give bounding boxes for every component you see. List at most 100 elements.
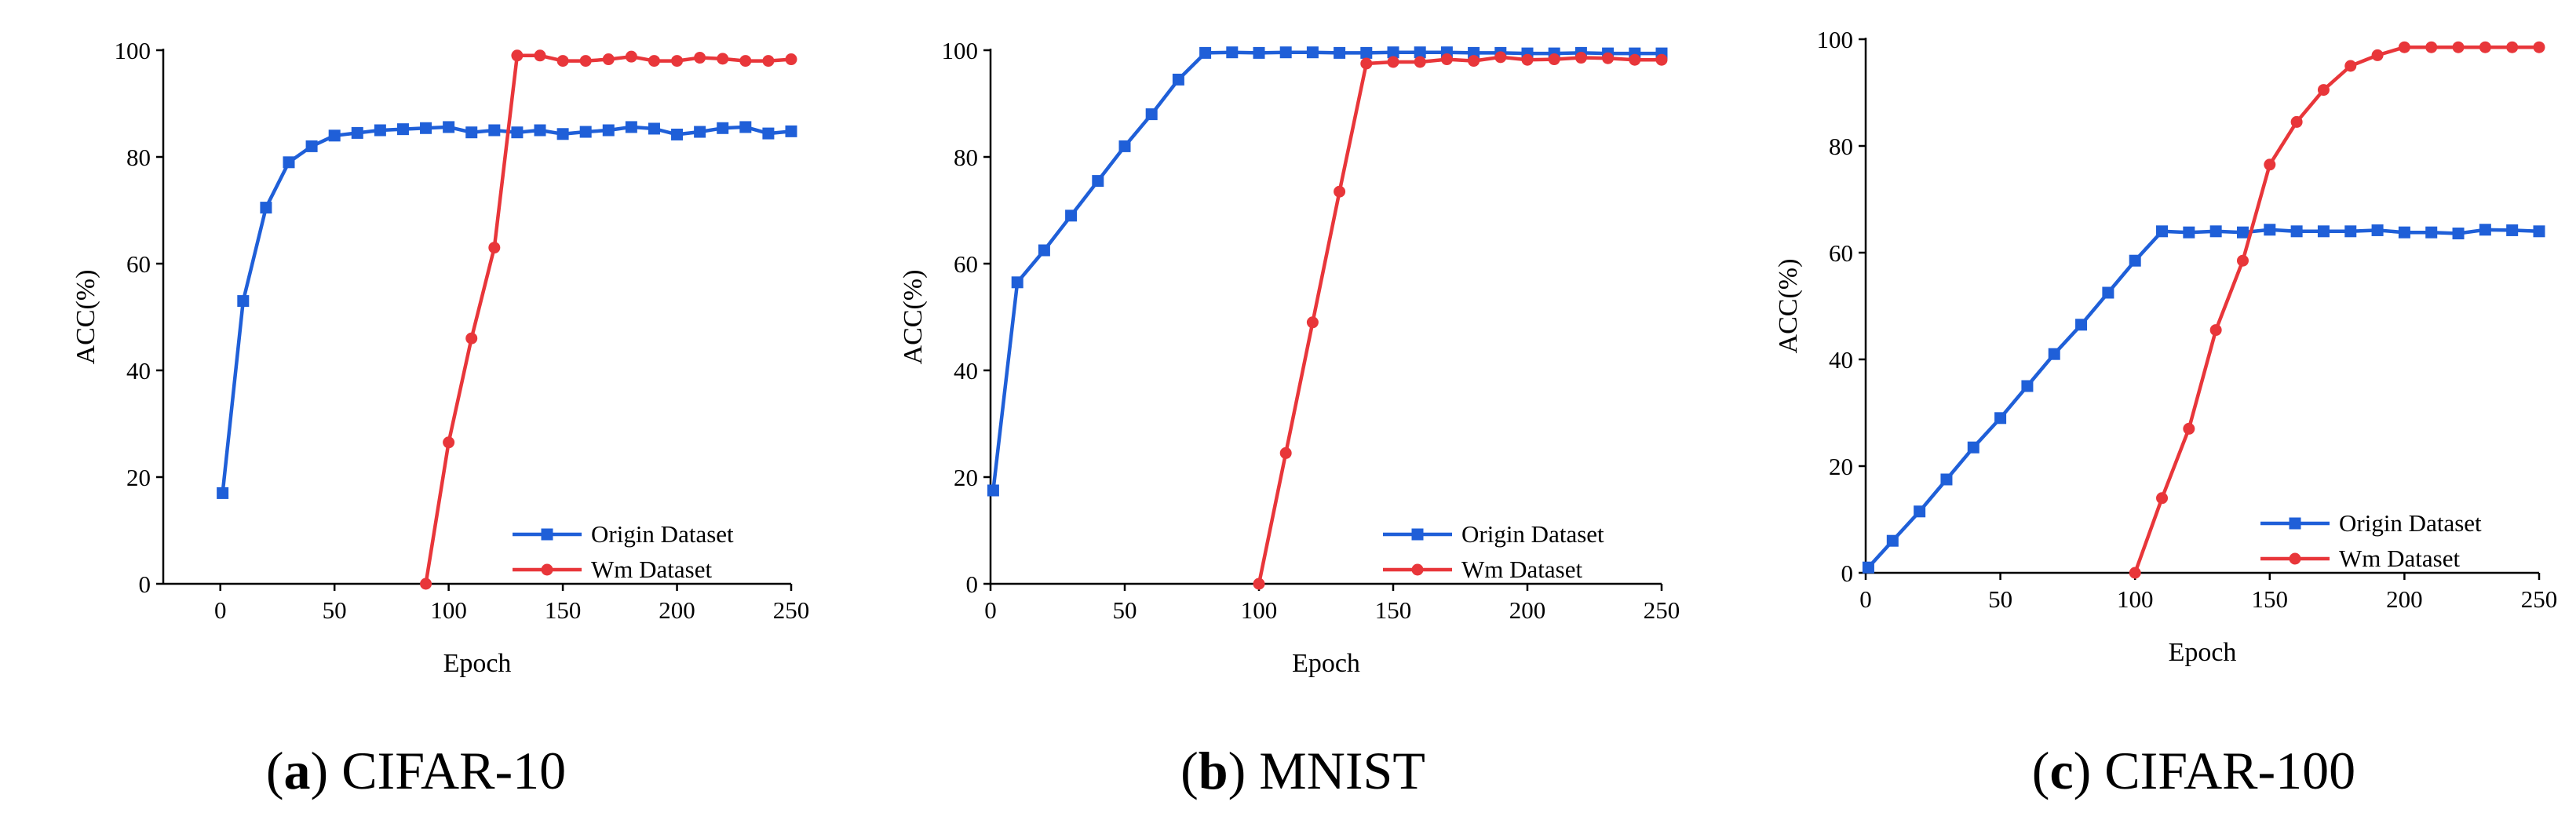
data-point-square: [1145, 108, 1158, 121]
caption-letter: c: [2049, 741, 2073, 800]
x-axis-title: Epoch: [1292, 649, 1360, 678]
legend: Origin Dataset Wm Dataset: [1383, 520, 1604, 583]
data-point-circle: [1440, 53, 1453, 66]
series-line: [1257, 55, 1662, 585]
y-tick-label: 100: [942, 37, 979, 64]
data-point-square: [2479, 224, 2491, 236]
x-tick-label: 150: [545, 596, 582, 624]
data-point-square: [2209, 225, 2222, 238]
data-point-square: [443, 121, 455, 133]
data-point-circle: [2533, 41, 2545, 53]
x-axis-title: Epoch: [443, 649, 512, 678]
data-point-circle: [2506, 41, 2519, 53]
data-point-circle: [2452, 41, 2465, 53]
data-point-circle: [1306, 316, 1319, 329]
data-point-square: [762, 127, 775, 140]
data-point-square: [534, 124, 546, 137]
data-point-square: [1994, 412, 2007, 425]
data-point-square: [1253, 46, 1265, 59]
caption-open-paren: (: [1180, 741, 1199, 800]
data-point-circle: [2129, 567, 2141, 579]
y-tick-label: 80: [954, 144, 978, 171]
data-point-square: [648, 122, 660, 135]
legend-label: Wm Dataset: [591, 556, 712, 583]
x-tick-label: 200: [2386, 585, 2423, 613]
legend-marker-circle: [2289, 552, 2301, 565]
legend-label: Origin Dataset: [2339, 509, 2482, 537]
legend-marker-circle: [1411, 563, 1424, 576]
data-point-square: [465, 126, 478, 139]
y-tick-label: 20: [126, 464, 151, 491]
data-point-square: [625, 121, 637, 133]
caption-open-paren: (: [266, 741, 284, 800]
y-tick-label: 100: [1817, 26, 1854, 53]
x-tick-label: 50: [1988, 585, 2012, 613]
x-tick-label: 100: [430, 596, 467, 624]
data-point-circle: [579, 55, 592, 67]
data-point-circle: [1574, 52, 1587, 64]
data-point-square: [671, 128, 684, 140]
data-point-square: [2344, 225, 2357, 238]
data-point-square: [2102, 286, 2114, 299]
data-point-square: [739, 121, 752, 133]
data-point-circle: [2156, 492, 2169, 505]
data-point-square: [2290, 225, 2303, 238]
legend-marker-square: [2289, 517, 2301, 530]
y-tick-label: 60: [1829, 239, 1853, 267]
legend-marker-square: [541, 528, 553, 541]
chart-panel-2: 0 20 40 60 80 100 0 50 100 150 200 250 Epoch ACC(%) Or…: [899, 37, 1680, 800]
data-point-circle: [2344, 60, 2357, 72]
data-point-square: [785, 125, 797, 137]
series-line: [2133, 45, 2539, 574]
data-point-square: [1199, 46, 1212, 59]
data-point-square: [237, 295, 250, 308]
y-tick-label: 0: [966, 570, 979, 598]
legend-label: Wm Dataset: [1461, 556, 1582, 583]
y-tick-label: 60: [954, 250, 978, 278]
caption-title: CIFAR-10: [341, 741, 566, 800]
data-point-circle: [2479, 41, 2491, 53]
data-point-square: [1862, 561, 1874, 574]
x-tick-label: 150: [2252, 585, 2289, 613]
data-point-square: [1226, 46, 1239, 59]
caption-title: MNIST: [1259, 741, 1425, 800]
data-point-circle: [2264, 159, 2276, 171]
data-point-circle: [2371, 49, 2384, 61]
caption-title: CIFAR-100: [2104, 741, 2355, 800]
data-point-square: [1414, 46, 1426, 59]
y-tick-label: 40: [954, 357, 978, 384]
data-point-square: [488, 124, 501, 137]
y-axis-title: ACC(%): [899, 270, 928, 365]
data-point-square: [1967, 441, 1979, 454]
data-point-square: [2452, 228, 2465, 240]
y-tick-label: 20: [954, 464, 978, 491]
legend-marker-circle: [541, 563, 553, 576]
data-point-circle: [1468, 55, 1480, 67]
y-axis-title: ACC(%): [1774, 259, 1803, 354]
data-point-square: [1360, 46, 1373, 59]
data-point-circle: [534, 49, 546, 62]
data-point-square: [328, 129, 341, 142]
x-tick-label: 100: [1241, 596, 1278, 624]
data-point-square: [602, 124, 615, 137]
y-tick-label: 80: [126, 144, 151, 171]
data-point-square: [1306, 46, 1319, 59]
y-tick-label: 0: [139, 570, 151, 598]
series-wm-dataset: [420, 49, 797, 590]
legend: Origin Dataset Wm Dataset: [2260, 509, 2482, 572]
caption-letter: b: [1199, 741, 1228, 800]
data-point-square: [2075, 319, 2088, 331]
y-tick-label: 20: [1829, 453, 1853, 480]
y-tick-label: 100: [115, 37, 151, 64]
data-point-square: [579, 126, 592, 138]
data-point-square: [987, 484, 999, 497]
data-point-circle: [1334, 185, 1346, 198]
data-point-square: [1011, 276, 1023, 289]
data-point-square: [2236, 226, 2249, 239]
y-tick-label: 80: [1829, 133, 1853, 160]
data-point-square: [1940, 473, 1953, 486]
y-tick-label: 40: [1829, 346, 1853, 374]
caption-letter: a: [284, 741, 311, 800]
data-point-square: [694, 126, 706, 138]
